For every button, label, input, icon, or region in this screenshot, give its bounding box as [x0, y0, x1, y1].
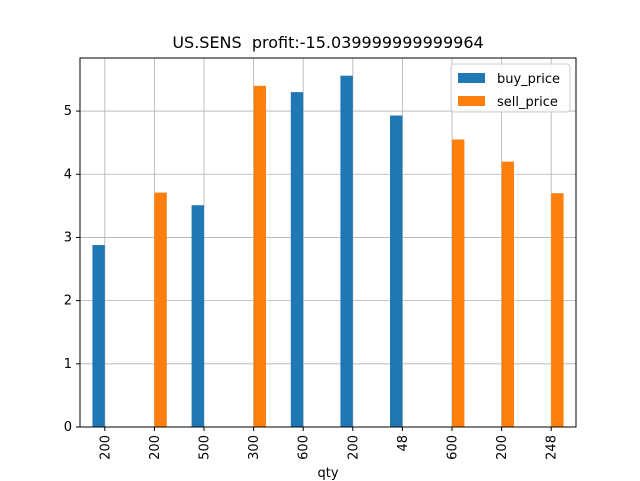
bar-buy-price: [92, 245, 105, 427]
x-tick-label: 500: [198, 435, 213, 460]
legend: buy_price sell_price: [450, 63, 571, 113]
x-tick-label: 200: [495, 435, 510, 460]
x-tick-label: 200: [98, 435, 113, 460]
x-tick-label: 200: [148, 435, 163, 460]
bar-sell-price: [501, 161, 514, 427]
y-tick-label: 1: [64, 357, 72, 372]
y-tick-label: 2: [64, 294, 72, 309]
x-tick-label: 600: [297, 435, 312, 460]
x-tick-label: 248: [545, 435, 560, 460]
legend-label: sell_price: [497, 95, 558, 110]
x-tick-label: 300: [247, 435, 262, 460]
y-tick-label: 0: [64, 420, 72, 435]
bar-buy-price: [191, 205, 204, 427]
legend-swatch-sell-price: [458, 96, 485, 106]
y-tick-label: 3: [64, 230, 72, 245]
x-axis-label: qty: [317, 466, 339, 481]
x-tick-label: 600: [446, 435, 461, 460]
bar-sell-price: [452, 139, 465, 428]
bar-sell-price: [551, 193, 564, 427]
legend-label: buy_price: [497, 72, 560, 87]
legend-swatch-buy-price: [458, 73, 485, 83]
bar-buy-price: [290, 92, 304, 427]
x-tick-label: 200: [346, 435, 361, 460]
chart-title: US.SENS profit:-15.039999999999964: [172, 33, 484, 52]
bar-buy-price: [390, 115, 403, 427]
x-tick-label: 48: [396, 435, 411, 452]
bar-sell-price: [154, 192, 167, 427]
y-tick-label: 5: [64, 104, 72, 119]
plot-frame: [79, 57, 577, 428]
y-tick-label: 4: [64, 167, 72, 182]
bar-sell-price: [253, 85, 266, 428]
bar-buy-price: [340, 75, 353, 428]
